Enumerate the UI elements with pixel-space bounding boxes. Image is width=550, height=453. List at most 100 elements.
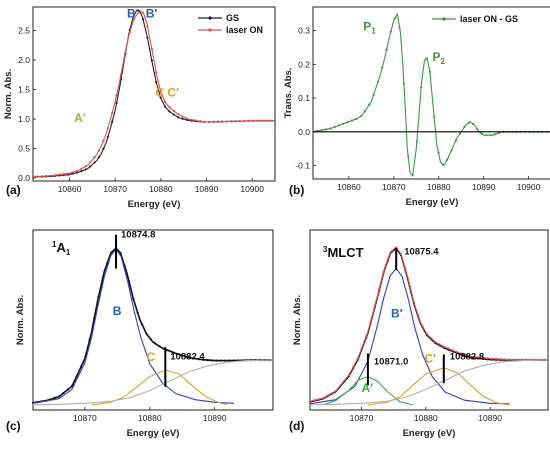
- series-point-1: [172, 109, 175, 112]
- series-point-1: [31, 175, 35, 178]
- series-point-1: [464, 353, 467, 356]
- series-point-0: [215, 359, 218, 362]
- series-point-1: [212, 120, 215, 123]
- series-line-1: [32, 248, 235, 404]
- series-point-0: [363, 110, 366, 113]
- peak-label: A′: [74, 111, 86, 125]
- series-point-1: [115, 93, 118, 97]
- series-point-0: [102, 147, 105, 150]
- state-label-superscript: 3: [323, 245, 328, 254]
- series-point-1: [260, 119, 263, 122]
- series-point-0: [137, 9, 140, 12]
- series-point-1: [181, 115, 184, 118]
- series-point-1: [247, 119, 250, 122]
- series-point-0: [133, 13, 136, 16]
- peak-label-subscript: 1: [371, 27, 376, 36]
- panel-tag: (a): [6, 183, 21, 197]
- series-point-0: [420, 86, 423, 89]
- series-point-0: [219, 359, 222, 362]
- series-point-0: [97, 295, 100, 298]
- series-point-0: [433, 115, 436, 118]
- series-point-0: [127, 280, 131, 283]
- series-point-0: [168, 110, 171, 113]
- legend-entry: laser ON: [226, 25, 263, 35]
- x-tick-label: 10880: [427, 182, 451, 192]
- series-point-1: [168, 106, 171, 109]
- peak-label: B′: [146, 7, 158, 21]
- series-point-1: [352, 365, 355, 368]
- series-point-1: [124, 50, 127, 54]
- series-point-0: [385, 48, 388, 52]
- peak-label: B: [127, 7, 136, 21]
- series-point-1: [516, 358, 519, 361]
- series-point-0: [146, 36, 149, 39]
- series-point-1: [203, 120, 206, 123]
- x-tick-label: 10870: [350, 413, 374, 423]
- series-point-1: [102, 139, 105, 142]
- series-point-0: [329, 127, 332, 130]
- series-point-1: [49, 174, 52, 177]
- y-tick-label: 0.0: [298, 127, 310, 137]
- series-point-1: [190, 118, 193, 121]
- state-label: 3MLCT: [323, 245, 364, 260]
- series-point-1: [469, 355, 472, 358]
- x-tick-label: 10900: [240, 184, 264, 194]
- x-tick-label: 10870: [382, 182, 406, 192]
- series-point-0: [493, 133, 496, 136]
- series-point-0: [476, 128, 479, 131]
- series-point-1: [425, 332, 428, 336]
- y-tick-label: 1.5: [18, 85, 30, 95]
- peak-label: C: [147, 350, 156, 364]
- x-axis-title: Energy (eV): [128, 199, 181, 210]
- series-line-4: [367, 367, 510, 406]
- series-point-0: [372, 93, 375, 96]
- x-tick-label: 10890: [203, 413, 227, 423]
- series-point-1: [45, 174, 48, 178]
- series-point-0: [485, 134, 488, 137]
- series-point-0: [463, 125, 466, 128]
- series-point-0: [441, 163, 444, 166]
- series-point-1: [421, 324, 424, 328]
- series-point-0: [177, 116, 180, 119]
- series-point-1: [477, 356, 480, 359]
- panel-b: 10860 10870 10880 10890 10900 -0.1 0.0 0.1 0.2 0.…: [283, 6, 550, 208]
- series-point-1: [251, 119, 255, 122]
- series-point-1: [216, 120, 219, 123]
- series-point-1: [256, 119, 259, 122]
- series-point-0: [71, 384, 74, 387]
- series-point-0: [450, 149, 453, 152]
- panel-tag: (c): [6, 419, 21, 433]
- series-point-1: [378, 287, 381, 291]
- series-line-0: [312, 13, 550, 177]
- series-point-0: [163, 105, 167, 108]
- peak-energy-label: 10871.0: [374, 357, 408, 368]
- series-point-1: [408, 283, 411, 286]
- series-point-1: [460, 352, 463, 355]
- series-point-0: [119, 251, 122, 254]
- series-point-1: [141, 11, 145, 14]
- legend-marker: [208, 16, 212, 20]
- series-point-0: [320, 129, 323, 132]
- series-point-1: [391, 249, 394, 252]
- series-point-1: [133, 17, 136, 20]
- series-point-0: [342, 122, 345, 125]
- series-point-1: [334, 389, 338, 392]
- series-point-0: [381, 66, 384, 69]
- series-point-1: [80, 167, 83, 170]
- x-axis-title: Energy (eV): [403, 428, 456, 439]
- series-point-1: [137, 11, 140, 14]
- series-point-0: [171, 351, 174, 354]
- series-point-0: [106, 135, 109, 139]
- y-tick-label: 2.5: [18, 26, 30, 36]
- y-tick-label: 0.2: [298, 59, 310, 69]
- series-point-1: [199, 120, 202, 123]
- state-label-main: MLCT: [327, 245, 363, 260]
- y-tick-label: -0.1: [295, 161, 310, 171]
- x-tick-label: 10870: [103, 184, 127, 194]
- series-point-0: [180, 354, 183, 357]
- series-point-1: [417, 314, 420, 317]
- series-point-0: [155, 81, 158, 84]
- series-point-1: [185, 117, 189, 120]
- series-point-1: [238, 120, 241, 123]
- series-point-0: [415, 140, 418, 143]
